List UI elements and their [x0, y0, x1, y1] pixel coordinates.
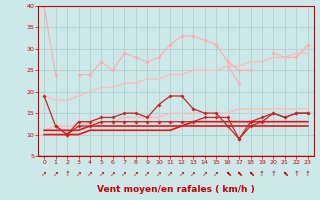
X-axis label: Vent moyen/en rafales ( km/h ): Vent moyen/en rafales ( km/h )	[97, 185, 255, 194]
